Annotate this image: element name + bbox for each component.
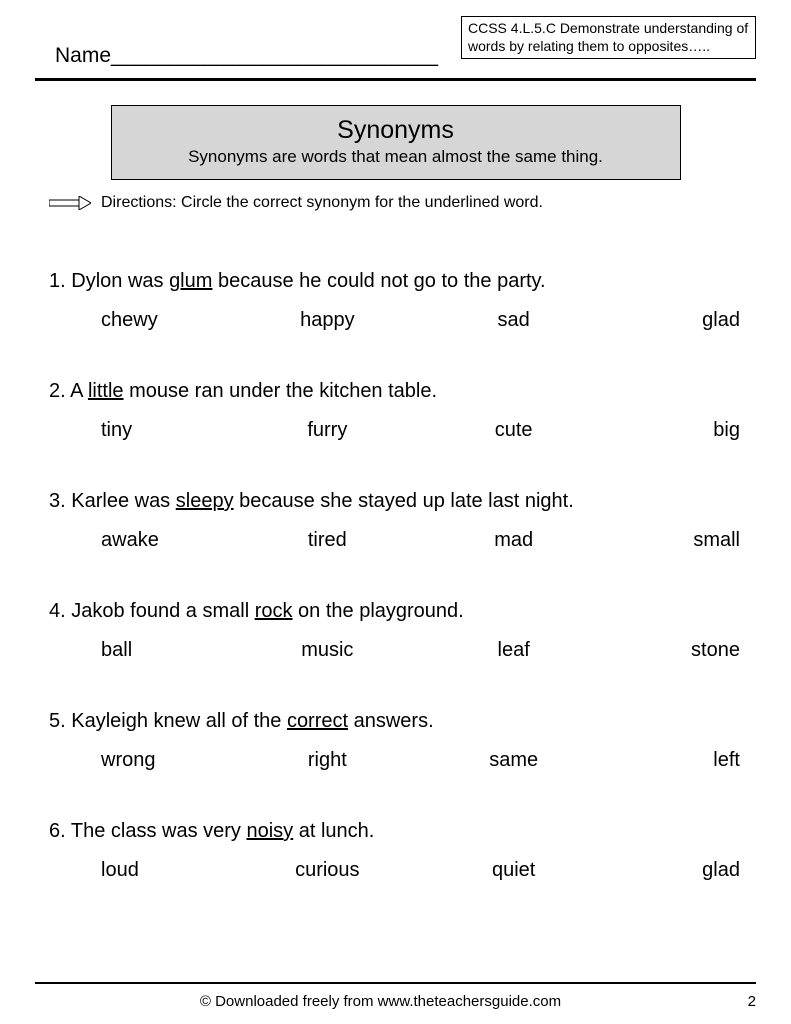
title-box: Synonyms Synonyms are words that mean al… xyxy=(111,105,681,180)
answer-option[interactable]: glad xyxy=(640,859,740,882)
answer-option[interactable]: left xyxy=(640,749,740,772)
answer-option[interactable]: small xyxy=(640,529,740,552)
answer-option[interactable]: leaf xyxy=(454,639,574,662)
options-row: tiny furry cute big xyxy=(49,419,750,442)
question: 6. The class was very noisy at lunch. lou… xyxy=(49,820,750,882)
sentence-post: because she stayed up late last night. xyxy=(234,490,574,512)
answer-option[interactable]: furry xyxy=(267,419,387,442)
sentence-pre: Dylon was xyxy=(71,270,169,292)
answer-option[interactable]: awake xyxy=(101,529,201,552)
options-row: wrong right same left xyxy=(49,749,750,772)
question: 1. Dylon was glum because he could not g… xyxy=(49,270,750,332)
question-number: 6. xyxy=(49,820,71,842)
question-number: 5. xyxy=(49,710,71,732)
answer-option[interactable]: chewy xyxy=(101,309,201,332)
sentence-pre: The class was very xyxy=(71,820,247,842)
underlined-word: sleepy xyxy=(176,490,234,512)
answer-option[interactable]: sad xyxy=(454,309,574,332)
question: 4. Jakob found a small rock on the playg… xyxy=(49,600,750,662)
answer-option[interactable]: ball xyxy=(101,639,201,662)
name-field[interactable]: Name____________________________ xyxy=(55,44,438,68)
question-number: 2. xyxy=(49,380,70,402)
header-divider xyxy=(35,78,756,81)
answer-option[interactable]: big xyxy=(640,419,740,442)
question-sentence: 3. Karlee was sleepy because she stayed … xyxy=(49,490,750,513)
sentence-post: on the playground. xyxy=(292,600,463,622)
question-number: 3. xyxy=(49,490,71,512)
sentence-pre: A xyxy=(70,380,88,402)
underlined-word: noisy xyxy=(246,820,293,842)
question: 2. A little mouse ran under the kitchen … xyxy=(49,380,750,442)
worksheet-page: Name____________________________ CCSS 4.… xyxy=(0,0,791,1024)
question-sentence: 5. Kayleigh knew all of the correct answ… xyxy=(49,710,750,733)
arrow-right-icon xyxy=(49,196,91,210)
question: 3. Karlee was sleepy because she stayed … xyxy=(49,490,750,552)
sentence-pre: Kayleigh knew all of the xyxy=(71,710,287,732)
answer-option[interactable]: curious xyxy=(267,859,387,882)
options-row: chewy happy sad glad xyxy=(49,309,750,332)
underlined-word: correct xyxy=(287,710,348,732)
answer-option[interactable]: happy xyxy=(267,309,387,332)
question-sentence: 6. The class was very noisy at lunch. xyxy=(49,820,750,843)
answer-option[interactable]: same xyxy=(454,749,574,772)
answer-option[interactable]: stone xyxy=(640,639,740,662)
answer-option[interactable]: tiny xyxy=(101,419,201,442)
answer-option[interactable]: cute xyxy=(454,419,574,442)
title-subtitle: Synonyms are words that mean almost the … xyxy=(124,147,668,167)
question: 5. Kayleigh knew all of the correct answ… xyxy=(49,710,750,772)
answer-option[interactable]: right xyxy=(267,749,387,772)
answer-option[interactable]: wrong xyxy=(101,749,201,772)
question-sentence: 2. A little mouse ran under the kitchen … xyxy=(49,380,750,403)
underlined-word: little xyxy=(88,380,124,402)
sentence-pre: Karlee was xyxy=(71,490,176,512)
directions-text: Directions: Circle the correct synonym f… xyxy=(101,194,543,212)
options-row: ball music leaf stone xyxy=(49,639,750,662)
questions-container: 1. Dylon was glum because he could not g… xyxy=(35,270,756,882)
options-row: awake tired mad small xyxy=(49,529,750,552)
answer-option[interactable]: music xyxy=(267,639,387,662)
header-row: Name____________________________ CCSS 4.… xyxy=(35,20,756,78)
options-row: loud curious quiet glad xyxy=(49,859,750,882)
question-sentence: 1. Dylon was glum because he could not g… xyxy=(49,270,750,293)
sentence-pre: Jakob found a small xyxy=(71,600,254,622)
question-number: 1. xyxy=(49,270,71,292)
question-number: 4. xyxy=(49,600,71,622)
footer: © Downloaded freely from www.theteachers… xyxy=(35,993,756,1010)
directions-row: Directions: Circle the correct synonym f… xyxy=(35,194,756,212)
underlined-word: glum xyxy=(169,270,212,292)
answer-option[interactable]: loud xyxy=(101,859,201,882)
sentence-post: because he could not go to the party. xyxy=(212,270,545,292)
question-sentence: 4. Jakob found a small rock on the playg… xyxy=(49,600,750,623)
standard-box: CCSS 4.L.5.C Demonstrate understanding o… xyxy=(461,16,756,59)
sentence-post: at lunch. xyxy=(293,820,374,842)
answer-option[interactable]: glad xyxy=(640,309,740,332)
answer-option[interactable]: mad xyxy=(454,529,574,552)
title-main: Synonyms xyxy=(124,116,668,145)
answer-option[interactable]: tired xyxy=(267,529,387,552)
footer-copyright: © Downloaded freely from www.theteachers… xyxy=(35,993,726,1010)
answer-option[interactable]: quiet xyxy=(454,859,574,882)
underlined-word: rock xyxy=(255,600,293,622)
footer-page-number: 2 xyxy=(726,993,756,1010)
sentence-post: answers. xyxy=(348,710,434,732)
sentence-post: mouse ran under the kitchen table. xyxy=(124,380,438,402)
footer-divider xyxy=(35,982,756,984)
